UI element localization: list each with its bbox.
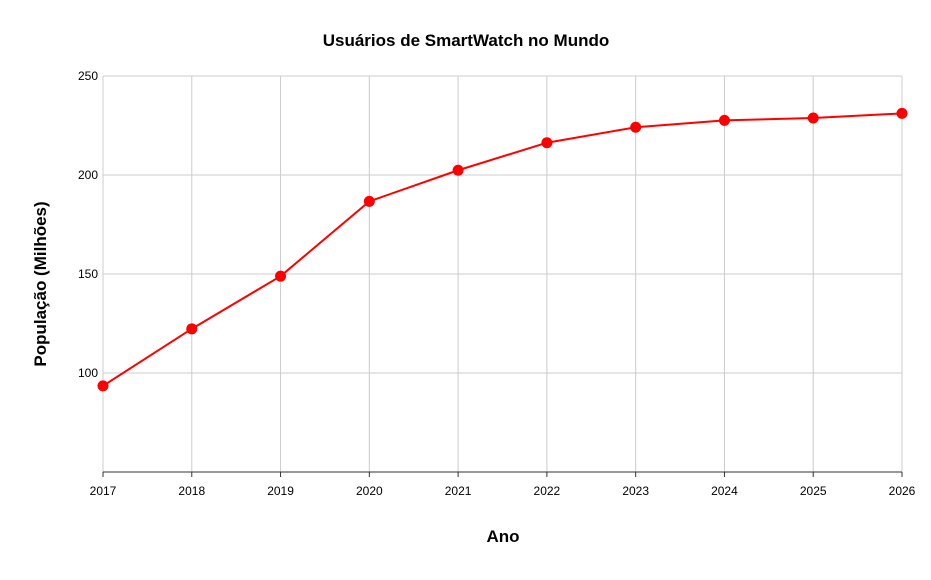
data-point bbox=[718, 114, 730, 126]
series-layer bbox=[97, 107, 908, 392]
y-tick-label: 150 bbox=[78, 267, 98, 281]
data-point bbox=[630, 121, 642, 133]
x-axis-title: Ano bbox=[486, 527, 519, 546]
x-tick-label: 2019 bbox=[267, 484, 294, 498]
data-point bbox=[452, 164, 464, 176]
axis-layer bbox=[102, 471, 903, 477]
x-tick-label: 2023 bbox=[622, 484, 649, 498]
data-point bbox=[186, 323, 198, 335]
data-point bbox=[807, 112, 819, 124]
data-point bbox=[97, 380, 109, 392]
chart-title: Usuários de SmartWatch no Mundo bbox=[323, 31, 610, 50]
y-tick-label: 200 bbox=[78, 168, 98, 182]
y-tick-label: 100 bbox=[78, 366, 98, 380]
label-layer: 100 150 200 250 2017 2018 2019 2020 2021 2022 2023… bbox=[78, 69, 916, 498]
data-point bbox=[275, 270, 287, 282]
y-axis-title: População (Milhões) bbox=[31, 201, 50, 366]
data-point bbox=[363, 195, 375, 207]
x-tick-label: 2020 bbox=[356, 484, 383, 498]
x-tick-label: 2018 bbox=[178, 484, 205, 498]
x-tick-label: 2024 bbox=[711, 484, 738, 498]
x-tick-label: 2017 bbox=[90, 484, 117, 498]
grid-layer bbox=[102, 75, 903, 472]
x-tick-label: 2022 bbox=[534, 484, 561, 498]
x-tick-label: 2021 bbox=[445, 484, 472, 498]
y-tick-label: 250 bbox=[78, 69, 98, 83]
x-tick-label: 2026 bbox=[889, 484, 916, 498]
data-point bbox=[541, 137, 553, 149]
data-point bbox=[896, 107, 908, 119]
series-line bbox=[102, 112, 903, 387]
x-tick-label: 2025 bbox=[800, 484, 827, 498]
